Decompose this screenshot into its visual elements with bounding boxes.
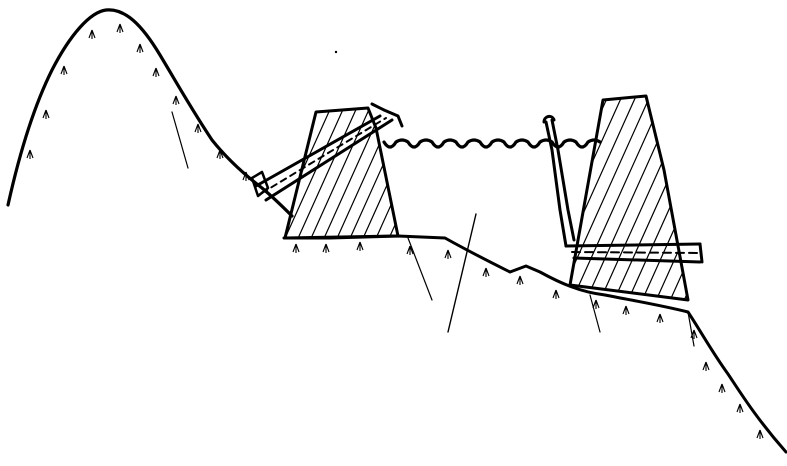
- grass-tuft: [356, 241, 364, 251]
- grass-tuft: [690, 329, 698, 339]
- grass-tuft: [516, 275, 524, 285]
- grass-tuft: [482, 267, 490, 277]
- grass-tuft: [592, 299, 600, 309]
- grass-tuft: [656, 313, 664, 323]
- grass-tuft: [322, 243, 330, 253]
- hatch-line: [294, 108, 361, 238]
- outlet-pipe: [564, 242, 704, 264]
- grass-tuft: [88, 29, 96, 39]
- grass-tuft: [60, 65, 68, 75]
- grass-tuft: [242, 171, 250, 181]
- hatch-line: [570, 96, 668, 300]
- hatch-line: [285, 108, 309, 238]
- hatch-line: [681, 96, 688, 300]
- hatch-line: [625, 96, 688, 300]
- grass-tuft: [622, 305, 630, 315]
- grass-tuft: [116, 23, 124, 33]
- hatch-line: [399, 100, 464, 245]
- grass-tuft: [194, 123, 202, 133]
- grass-tuft: [736, 403, 744, 413]
- grass-tuft: [406, 245, 414, 255]
- grass-tuft: [756, 429, 764, 439]
- grass-tuft: [702, 361, 710, 371]
- hatch-line: [667, 96, 688, 300]
- hatch-line: [320, 108, 387, 238]
- hatch-line: [346, 108, 398, 238]
- grass-tuft: [42, 109, 50, 119]
- upper-dam: [283, 100, 464, 245]
- reservoir-water: [382, 138, 602, 149]
- hatch-line: [372, 108, 398, 238]
- hatch-line: [285, 108, 335, 238]
- hatch-line: [653, 96, 688, 300]
- grass-tuft: [172, 95, 180, 105]
- hatch-line: [570, 96, 654, 300]
- grass-tuft: [718, 383, 726, 393]
- grass-tuft: [136, 43, 144, 53]
- grass-tuft: [152, 67, 160, 77]
- grass-tuft: [552, 289, 560, 299]
- grass-tuft: [216, 149, 224, 159]
- intake-tower: [542, 114, 576, 248]
- grass-tuft: [444, 249, 452, 259]
- grass-tuft: [26, 149, 34, 159]
- hatch-line: [570, 96, 640, 300]
- grass-tufts: [26, 23, 764, 439]
- hatch-line: [570, 96, 612, 300]
- hatch-line: [570, 96, 598, 300]
- hatch-line: [597, 96, 688, 300]
- hatch-line: [639, 96, 688, 300]
- headrace-pipe: [250, 102, 404, 202]
- hatch-line: [285, 108, 348, 238]
- hatch-line: [611, 96, 688, 300]
- grass-tuft: [292, 243, 300, 253]
- hatch-line: [696, 90, 787, 305]
- hatch-line: [307, 108, 374, 238]
